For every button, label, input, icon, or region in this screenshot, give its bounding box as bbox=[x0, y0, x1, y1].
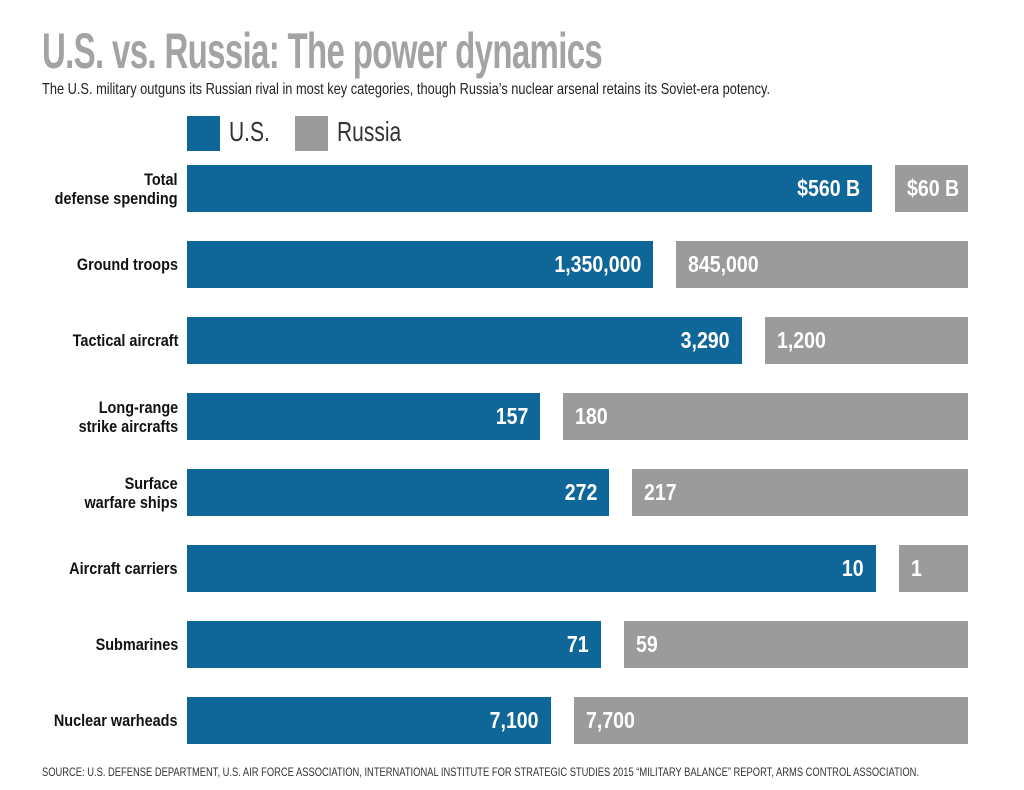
legend-swatch-us bbox=[187, 116, 220, 151]
bar-russia bbox=[624, 621, 968, 668]
bar-us bbox=[187, 393, 540, 440]
data-label-us: 3,290 bbox=[681, 327, 730, 353]
source-note: SOURCE: U.S. DEFENSE DEPARTMENT, U.S. AI… bbox=[42, 765, 920, 779]
data-label-russia: 1,200 bbox=[777, 327, 826, 353]
bar-russia bbox=[676, 241, 968, 288]
bar-russia bbox=[899, 545, 968, 592]
category-label: Nuclear warheads bbox=[54, 711, 178, 730]
data-label-russia: 7,700 bbox=[586, 707, 635, 733]
data-label-us: 10 bbox=[842, 555, 864, 581]
chart-title: U.S. vs. Russia: The power dynamics bbox=[42, 23, 603, 79]
data-label-russia: 180 bbox=[575, 403, 608, 429]
legend-swatch-russia bbox=[295, 116, 328, 151]
bar-us bbox=[187, 241, 653, 288]
bar-us bbox=[187, 545, 876, 592]
legend-label-us: U.S. bbox=[229, 116, 270, 147]
data-label-us: 1,350,000 bbox=[554, 251, 641, 277]
bar-russia bbox=[563, 393, 968, 440]
bar-us bbox=[187, 621, 601, 668]
bar-russia bbox=[632, 469, 968, 516]
data-label-russia: 59 bbox=[636, 631, 658, 657]
data-label-us: 157 bbox=[495, 403, 528, 429]
data-label-russia: 217 bbox=[644, 479, 677, 505]
bar-us bbox=[187, 469, 609, 516]
category-label: Surface warfare ships bbox=[84, 473, 178, 512]
category-label: Aircraft carriers bbox=[69, 559, 178, 578]
category-label: Submarines bbox=[95, 635, 178, 654]
data-label-russia: 1 bbox=[911, 555, 922, 581]
chart-subtitle: The U.S. military outguns its Russian ri… bbox=[42, 81, 771, 98]
bar-us bbox=[187, 697, 551, 744]
bar-russia bbox=[765, 317, 968, 364]
bar-russia bbox=[895, 165, 968, 212]
bar-us bbox=[187, 165, 872, 212]
category-label: Tactical aircraft bbox=[72, 331, 178, 350]
data-label-us: 7,100 bbox=[490, 707, 539, 733]
legend-label-russia: Russia bbox=[337, 116, 402, 147]
category-label: Total defense spending bbox=[55, 169, 178, 208]
data-label-russia: 845,000 bbox=[688, 251, 759, 277]
data-label-russia: $60 B bbox=[907, 175, 960, 201]
data-label-us: 71 bbox=[567, 631, 589, 657]
data-label-us: $560 B bbox=[796, 175, 860, 201]
bar-us bbox=[187, 317, 742, 364]
category-label: Ground troops bbox=[76, 255, 178, 274]
data-label-us: 272 bbox=[564, 479, 597, 505]
bar-russia bbox=[574, 697, 968, 744]
category-label: Long-range strike aircrafts bbox=[78, 397, 178, 436]
